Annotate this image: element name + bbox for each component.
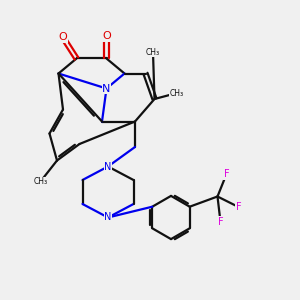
Text: F: F [236,202,241,212]
Text: O: O [102,31,111,41]
Text: N: N [104,212,112,223]
Text: CH₃: CH₃ [170,88,184,98]
Text: O: O [58,32,68,43]
Text: CH₃: CH₃ [33,177,48,186]
Text: F: F [218,217,223,227]
Text: N: N [102,83,111,94]
Text: CH₃: CH₃ [146,48,160,57]
Text: N: N [104,161,112,172]
Text: F: F [224,169,229,179]
